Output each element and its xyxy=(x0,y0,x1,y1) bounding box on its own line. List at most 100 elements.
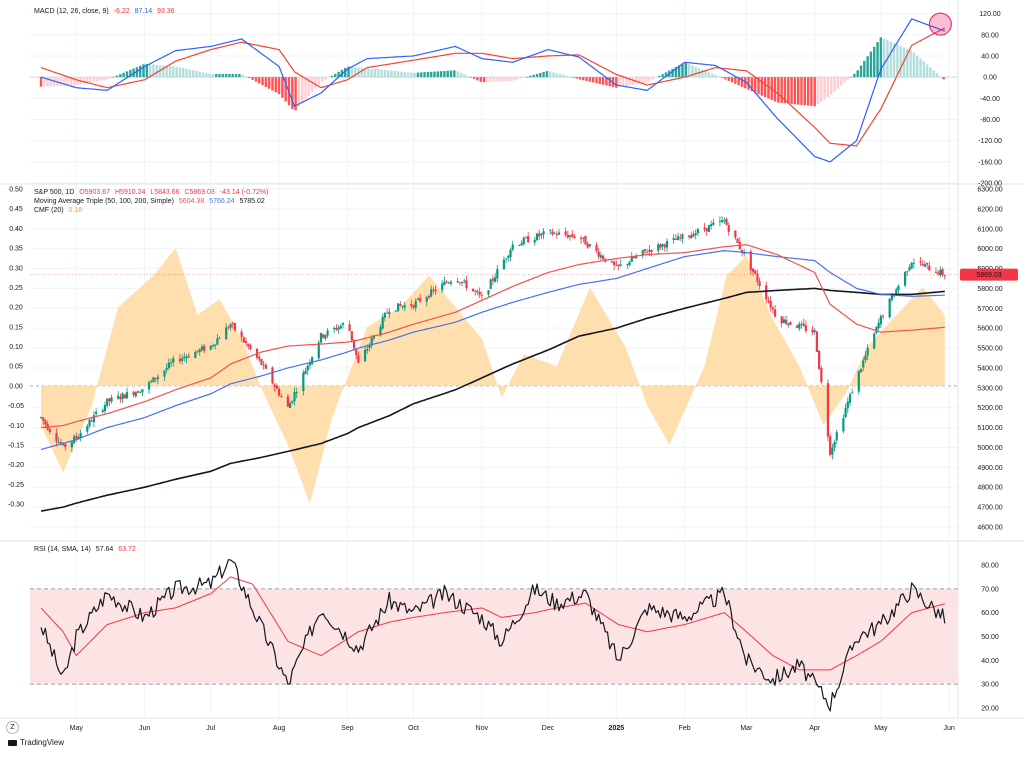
price-y-tick: 5600.00 xyxy=(977,326,1002,333)
ma50-line xyxy=(40,244,945,429)
macd-hist-bar xyxy=(823,77,826,100)
ma100-line xyxy=(40,250,945,451)
candle-body xyxy=(687,235,691,237)
candle-body xyxy=(88,419,91,427)
macd-hist-bar xyxy=(119,74,122,78)
candle-body xyxy=(857,370,860,392)
candle-body xyxy=(39,417,43,419)
candle-body xyxy=(383,313,386,318)
macd-hist-bar xyxy=(734,77,737,84)
macd-hist-bar xyxy=(658,75,661,78)
candle-body xyxy=(505,258,508,260)
macd-hist-bar xyxy=(105,77,109,80)
macd-hist-bar xyxy=(320,77,324,82)
x-tick-label: Feb xyxy=(679,725,691,732)
macd-hist-bar xyxy=(307,77,311,96)
macd-hist-bar xyxy=(383,69,387,78)
macd-hist-bar xyxy=(373,68,377,78)
macd-hist-bar xyxy=(142,64,145,78)
macd-hist-bar xyxy=(234,73,238,78)
candle-body xyxy=(152,377,155,383)
rsi-legend: RSI (14, SMA, 14) 57.64 63.72 xyxy=(34,545,139,554)
macd-hist-bar xyxy=(836,77,840,89)
macd-hist-bar xyxy=(525,76,529,78)
candle-body xyxy=(280,396,283,398)
macd-hist-bar xyxy=(747,77,750,90)
crossover-highlight-circle xyxy=(928,12,952,36)
ohlc-change: -43.14 (-0.72%) xyxy=(219,189,269,196)
candle-body xyxy=(136,391,140,393)
macd-hist-bar xyxy=(281,77,284,98)
macd-hist-bar xyxy=(704,70,707,78)
candle-body xyxy=(703,227,706,230)
candle-body xyxy=(416,298,420,300)
macd-hist-bar xyxy=(935,73,939,78)
candle-body xyxy=(888,298,891,318)
candle-body xyxy=(348,324,351,331)
candle-body xyxy=(527,236,530,243)
symbol-title: S&P 500, 1D xyxy=(34,189,75,196)
macd-hist-bar xyxy=(215,73,218,78)
candle-body xyxy=(225,327,228,340)
macd-hist-bar xyxy=(684,62,687,78)
macd-hist-bar xyxy=(185,68,188,78)
macd-hist-bar xyxy=(350,66,354,78)
macd-hist-bar xyxy=(261,77,264,86)
candle-body xyxy=(619,264,622,266)
candle-body xyxy=(509,249,512,257)
macd-hist-bar xyxy=(912,52,916,78)
macd-hist-bar xyxy=(810,77,813,106)
macd-hist-bar xyxy=(291,77,294,110)
macd-hist-bar xyxy=(681,63,684,78)
candle-body xyxy=(557,232,561,235)
macd-hist-bar xyxy=(466,75,469,78)
macd-hist-bar xyxy=(644,77,648,83)
price-y-tick: 5200.00 xyxy=(977,405,1002,412)
candle-body xyxy=(333,327,336,330)
candle-body xyxy=(75,436,78,439)
macd-hist-bar xyxy=(228,73,231,78)
ohlc-high: H5910.24 xyxy=(115,189,146,196)
candle-body xyxy=(773,309,777,317)
candle-body xyxy=(262,364,265,366)
candle-body xyxy=(200,346,204,350)
macd-hist-bar xyxy=(436,71,439,78)
candle-body xyxy=(630,256,633,262)
candle-body xyxy=(59,442,62,445)
macd-hist-bar xyxy=(813,77,816,107)
macd-hist-bar xyxy=(919,58,922,78)
macd-hist-bar xyxy=(413,72,416,78)
ma200-value: 5785.02 xyxy=(239,198,265,205)
candle-body xyxy=(79,433,82,439)
candle-body xyxy=(712,222,715,225)
candle-body xyxy=(943,275,946,277)
macd-hist-bar xyxy=(628,77,631,86)
timezone-badge[interactable]: Z xyxy=(6,721,19,734)
candle-body xyxy=(491,278,494,281)
macd-hist-bar xyxy=(763,77,767,98)
candle-body xyxy=(90,420,93,422)
macd-hist-bar xyxy=(701,69,704,78)
cmf-value: 0.18 xyxy=(68,207,83,214)
candle-body xyxy=(659,244,662,248)
macd-hist-bar xyxy=(284,77,287,102)
macd-hist-bar xyxy=(796,77,800,105)
candle-body xyxy=(895,289,898,295)
macd-hist-bar xyxy=(69,77,72,86)
macd-y-tick: 40.00 xyxy=(981,53,999,60)
macd-hist-bar xyxy=(201,72,205,78)
candle-body xyxy=(401,306,404,308)
candle-body xyxy=(324,335,327,339)
macd-hist-bar xyxy=(433,71,436,78)
candle-body xyxy=(784,319,788,324)
macd-hist-bar xyxy=(641,77,644,84)
candle-body xyxy=(167,362,170,369)
candle-body xyxy=(663,244,666,248)
macd-hist-bar xyxy=(129,69,132,78)
price-y-tick: 6300.00 xyxy=(977,187,1002,194)
tradingview-logo: TradingView xyxy=(8,738,64,747)
candle-body xyxy=(643,249,647,252)
candle-body xyxy=(584,236,587,245)
